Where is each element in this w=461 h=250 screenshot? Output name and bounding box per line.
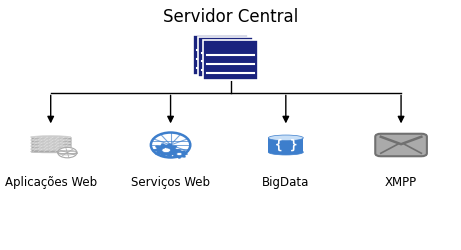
Circle shape <box>58 147 77 158</box>
Bar <box>30 149 71 152</box>
Text: XMPP: XMPP <box>385 176 417 189</box>
Circle shape <box>162 148 171 152</box>
Bar <box>30 146 71 149</box>
Bar <box>30 143 71 146</box>
Bar <box>30 137 71 140</box>
FancyBboxPatch shape <box>193 35 248 75</box>
Polygon shape <box>171 150 188 158</box>
Ellipse shape <box>30 145 71 147</box>
FancyBboxPatch shape <box>375 134 427 156</box>
Polygon shape <box>153 144 179 157</box>
Text: BigData: BigData <box>262 176 309 189</box>
Ellipse shape <box>30 142 71 144</box>
Circle shape <box>177 152 182 156</box>
Text: Serviços Web: Serviços Web <box>131 176 210 189</box>
FancyBboxPatch shape <box>198 38 253 78</box>
Ellipse shape <box>30 136 71 138</box>
Text: Servidor Central: Servidor Central <box>163 8 298 26</box>
Text: Aplicações Web: Aplicações Web <box>5 176 97 189</box>
FancyBboxPatch shape <box>203 40 258 80</box>
Text: { }: { } <box>275 138 297 151</box>
Ellipse shape <box>30 148 71 150</box>
Ellipse shape <box>268 149 303 155</box>
Bar <box>268 138 303 152</box>
Ellipse shape <box>30 139 71 141</box>
Ellipse shape <box>268 135 303 141</box>
Ellipse shape <box>30 150 71 153</box>
Bar <box>30 140 71 143</box>
